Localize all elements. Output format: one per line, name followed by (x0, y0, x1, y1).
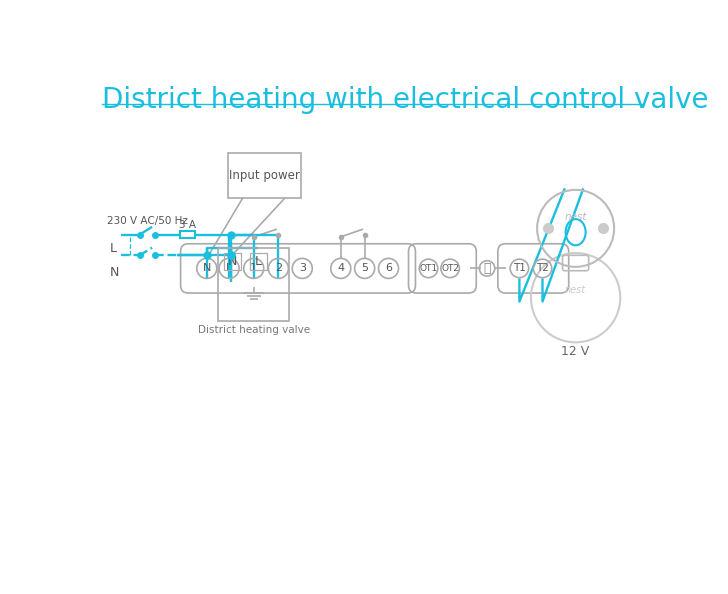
Text: 3 A: 3 A (179, 220, 196, 230)
Text: L: L (110, 242, 116, 255)
Text: N: N (110, 266, 119, 279)
Text: ⏚: ⏚ (483, 262, 491, 275)
Text: District heating valve: District heating valve (198, 325, 310, 335)
Text: L: L (226, 263, 232, 273)
Text: N: N (202, 263, 211, 273)
Text: 2: 2 (275, 263, 282, 273)
Text: 5: 5 (361, 263, 368, 273)
Text: 1: 1 (250, 263, 257, 273)
Text: N: N (228, 255, 237, 268)
Text: 4: 4 (337, 263, 344, 273)
Text: 230 V AC/50 Hz: 230 V AC/50 Hz (107, 216, 188, 226)
Text: 6: 6 (385, 263, 392, 273)
Text: nest: nest (564, 212, 587, 222)
Text: 3: 3 (298, 263, 306, 273)
Text: T2: T2 (536, 263, 549, 273)
Text: OT2: OT2 (441, 264, 459, 273)
Text: nest: nest (565, 285, 586, 295)
Text: District heating with electrical control valve: District heating with electrical control… (102, 86, 708, 114)
Text: OT1: OT1 (419, 264, 438, 273)
Text: Input power: Input power (229, 169, 300, 182)
Text: L: L (255, 255, 262, 268)
Text: 12 V: 12 V (561, 345, 590, 358)
Text: T1: T1 (513, 263, 526, 273)
